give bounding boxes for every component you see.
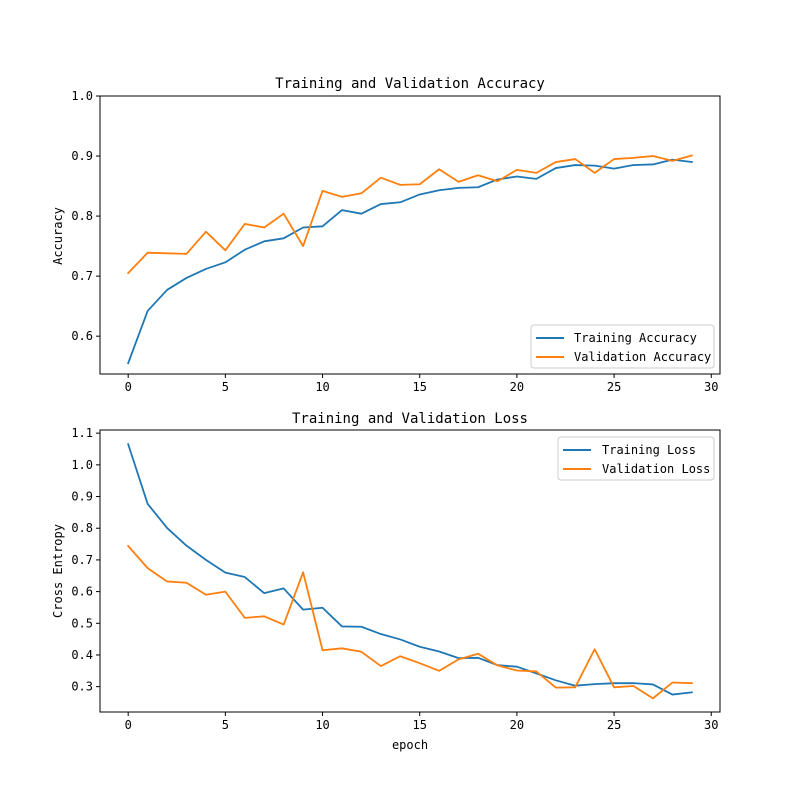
- loss-x-tick-label: 30: [704, 718, 718, 732]
- training-loss-legend-label: Training Loss: [602, 443, 696, 457]
- loss-y-tick-label: 0.7: [71, 553, 93, 567]
- accuracy-x-tick-label: 25: [607, 380, 621, 394]
- loss-legend-box: [557, 436, 715, 481]
- loss-x-tick-label: 15: [412, 718, 426, 732]
- validation-loss-line: [126, 544, 693, 700]
- loss-x-tick-label: 5: [222, 718, 229, 732]
- loss-y-tick-label: 0.6: [71, 585, 93, 599]
- accuracy-legend: Training Accuracy Validation Accuracy: [530, 324, 715, 369]
- loss-y-tick-label: 0.4: [71, 648, 93, 662]
- loss-y-tick-label: 0.5: [71, 616, 93, 630]
- loss-y-axis-label: Cross Entropy: [51, 524, 65, 618]
- loss-chart-title: Training and Validation Loss: [292, 411, 528, 427]
- loss-x-tick-label: 20: [510, 718, 524, 732]
- loss-y-tick-label: 1.0: [71, 458, 93, 472]
- accuracy-y-tick-label: 0.9: [71, 149, 93, 163]
- training-loss-line: [127, 443, 693, 696]
- accuracy-series-lines: [126, 154, 693, 365]
- loss-x-tick-label: 25: [607, 718, 621, 732]
- validation-accuracy-legend-label: Validation Accuracy: [574, 350, 711, 364]
- loss-x-tick-label: 10: [315, 718, 329, 732]
- accuracy-y-tick-label: 0.7: [71, 269, 93, 283]
- accuracy-y-axis-label: Accuracy: [51, 207, 65, 265]
- loss-ticks: 0 5 10 15 20 25 30 0.3 0.4 0.5 0.6 0.7 0.8 0.9 1.0 1.1: [71, 426, 718, 732]
- accuracy-x-tick-label: 0: [125, 380, 132, 394]
- loss-y-tick-label: 1.1: [71, 426, 93, 440]
- loss-legend: Training Loss Validation Loss: [557, 436, 715, 481]
- validation-loss-legend-label: Validation Loss: [602, 462, 710, 476]
- accuracy-plot: 0 5 10 15 20 25 30 0.6 0.7 0.8 0.9 1.0 Training and…: [51, 76, 721, 394]
- accuracy-x-tick-label: 20: [510, 380, 524, 394]
- accuracy-ticks: 0 5 10 15 20 25 30 0.6 0.7 0.8 0.9 1.0: [71, 89, 718, 394]
- accuracy-legend-box: [530, 324, 715, 369]
- accuracy-plot-frame: [99, 95, 721, 375]
- accuracy-y-tick-label: 1.0: [71, 89, 93, 103]
- loss-y-tick-label: 0.9: [71, 490, 93, 504]
- loss-y-tick-label: 0.3: [71, 680, 93, 694]
- loss-x-axis-label: epoch: [392, 738, 428, 752]
- loss-y-tick-label: 0.8: [71, 521, 93, 535]
- accuracy-x-tick-label: 15: [412, 380, 426, 394]
- loss-series-lines: [126, 443, 693, 700]
- loss-x-tick-label: 0: [125, 718, 132, 732]
- accuracy-x-tick-label: 5: [222, 380, 229, 394]
- accuracy-y-tick-label: 0.6: [71, 329, 93, 343]
- loss-plot: 0 5 10 15 20 25 300.30.40.50.60.70.80.91.01.1 …: [51, 411, 721, 752]
- training-accuracy-line: [127, 158, 693, 365]
- accuracy-x-tick-label: 10: [315, 380, 329, 394]
- validation-accuracy-line: [126, 154, 693, 275]
- accuracy-y-tick-label: 0.8: [71, 209, 93, 223]
- accuracy-x-tick-label: 30: [704, 380, 718, 394]
- training-accuracy-legend-label: Training Accuracy: [574, 331, 697, 345]
- accuracy-chart-title: Training and Validation Accuracy: [275, 76, 545, 92]
- loss-plot-frame: [99, 429, 721, 713]
